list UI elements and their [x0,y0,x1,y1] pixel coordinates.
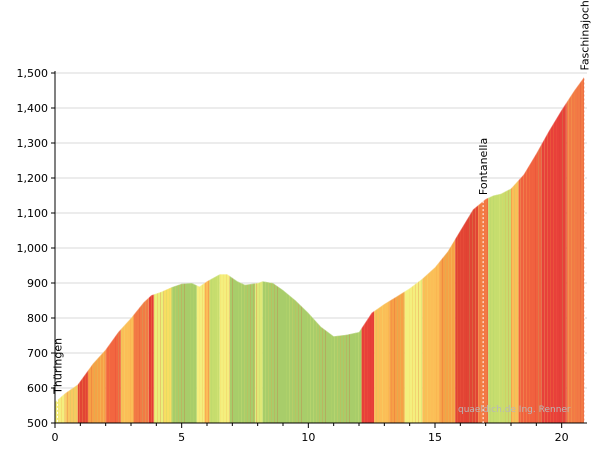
annotation-label: Fontanella [477,138,490,195]
slope-segment [77,76,88,423]
y-tick-label: 700 [27,347,48,360]
slope-segment [219,76,230,423]
slope-segment [511,76,519,423]
tick-labels: 500 600 700 800 900 1,000 1,100 1,200 1,300 1,400… [17,67,569,444]
slope-segment [229,76,256,423]
x-tick-label: 0 [52,431,59,444]
y-tick-label: 1,500 [17,67,49,80]
y-tick-label: 800 [27,312,48,325]
place-annotations: Thüringen Fontanella Faschinajoch [52,0,591,423]
y-tick-label: 1,300 [17,137,49,150]
elevation-area [55,76,585,423]
slope-segment [163,76,172,423]
slope-segment [361,76,375,423]
slope-segment [65,76,78,423]
axes [51,71,587,428]
watermark: quaeldich.de Ing. Renner [458,405,571,415]
y-tick-label: 1,400 [17,102,49,115]
x-tick-label: 20 [555,431,569,444]
slope-segment [153,76,164,423]
annotation-label: Faschinajoch [578,0,591,70]
slope-segment [541,76,567,423]
slope-segment [566,76,585,423]
slope-segment [422,76,441,423]
y-tick-label: 1,000 [17,242,49,255]
x-tick-label: 15 [428,431,442,444]
y-tick-label: 1,200 [17,172,49,185]
slope-segment [404,76,423,423]
slope-segment [518,76,542,423]
x-tick-label: 10 [301,431,315,444]
slope-segment [87,76,106,423]
y-tick-label: 500 [27,417,48,430]
slope-segment [196,76,205,423]
y-tick-label: 1,100 [17,207,49,220]
x-tick-label: 5 [178,431,185,444]
y-tick-label: 600 [27,382,48,395]
slope-segment [133,76,149,423]
annotation-label: Thüringen [52,338,65,395]
y-tick-label: 900 [27,277,48,290]
